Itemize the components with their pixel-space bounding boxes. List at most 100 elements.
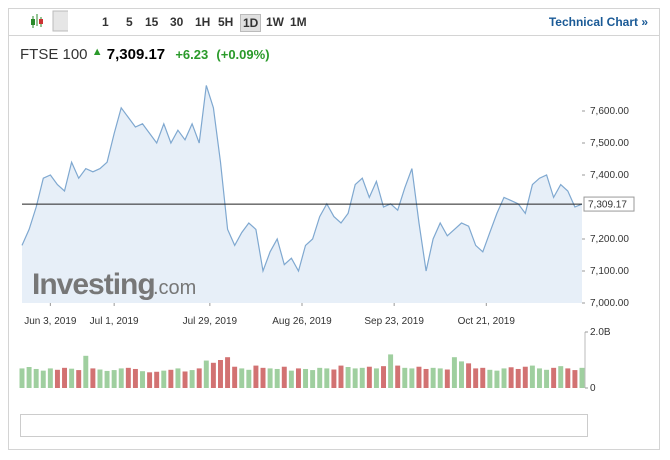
volume-bar [544, 369, 550, 388]
interval-button[interactable]: 15 [145, 15, 159, 29]
x-tick-label: Jul 29, 2019 [183, 316, 238, 327]
volume-bar [132, 368, 138, 388]
toolbar: 1 5 15 30 1H 5H 1D 1W 1M Technical Chart » [8, 8, 660, 36]
volume-bar [423, 368, 429, 388]
volume-bar [487, 369, 493, 388]
volume-bar [118, 368, 124, 388]
price-line [21, 85, 583, 274]
volume-bar [373, 368, 379, 388]
y-tick-label: 7,500.00 [590, 138, 629, 149]
volume-bar [203, 360, 209, 388]
interval-button[interactable]: 1 [102, 15, 109, 29]
volume-bar [444, 369, 450, 388]
volume-bar [529, 365, 535, 388]
volume-bar [295, 368, 301, 388]
change: +6.23 [175, 47, 209, 62]
volume-bar [331, 369, 337, 388]
volume-bar [76, 370, 82, 388]
volume-bar [246, 369, 252, 388]
volume-bar [62, 367, 68, 388]
interval-button[interactable]: 5H [218, 15, 234, 29]
last-price-label: 7,309.17 [588, 200, 627, 211]
volume-bar [267, 368, 273, 388]
volume-bar [168, 369, 174, 388]
volume-bar [536, 368, 542, 388]
volume-bar [508, 367, 514, 388]
volume-bar [274, 368, 280, 388]
range-selector [20, 414, 588, 437]
volume-bar [111, 370, 117, 388]
volume-bar [388, 354, 394, 388]
volume-bar [54, 369, 60, 388]
volume-bar [47, 368, 53, 388]
volume-bar [565, 368, 571, 388]
volume-bar [338, 365, 344, 388]
volume-bar [281, 366, 287, 388]
price: 7,309.17 [106, 46, 166, 63]
volume-bar [466, 363, 472, 388]
technical-chart-link[interactable]: Technical Chart » [548, 15, 648, 29]
volume-bar [288, 370, 294, 388]
volume-bar [33, 368, 39, 388]
volume-bar [381, 366, 386, 388]
volume-bar [104, 370, 110, 388]
y-tick-label: 7,600.00 [590, 106, 629, 117]
volume-bar [451, 357, 457, 388]
volume-bar [40, 370, 46, 388]
quote-header: FTSE 100 ▲ 7,309.17 +6.23 (+0.09%) [20, 46, 270, 63]
y-tick-label: 7,000.00 [590, 298, 629, 309]
volume-bar [218, 360, 223, 388]
volume-bar [395, 365, 401, 388]
volume-bar [359, 367, 365, 388]
volume-bar [175, 368, 181, 388]
volume-bar [437, 368, 443, 388]
interval-button[interactable]: 1D [240, 14, 262, 32]
volume-bar [125, 367, 131, 388]
interval-button[interactable]: 30 [170, 15, 184, 29]
y-tick-label: 7,400.00 [590, 170, 629, 181]
volume-bar [196, 368, 202, 388]
volume-bar [189, 370, 195, 388]
volume-bar [253, 365, 259, 388]
volume-bar [480, 367, 486, 388]
volume-bar [409, 368, 415, 388]
volume-bar [402, 367, 408, 388]
volume-tick-label: 2.0B [590, 327, 611, 338]
volume-bar [515, 368, 521, 388]
volume-bar [161, 370, 167, 388]
frame [8, 8, 660, 450]
x-tick-label: Jul 1, 2019 [90, 316, 139, 327]
volume-bar [558, 366, 564, 388]
volume-bar [303, 368, 309, 388]
interval-button[interactable]: 1M [290, 15, 307, 29]
volume-bar [324, 368, 330, 388]
x-tick-label: Sep 23, 2019 [364, 316, 424, 327]
volume-bar [19, 368, 25, 388]
index-name: FTSE 100 [20, 46, 88, 63]
volume-bar [430, 367, 436, 388]
up-arrow: ▲ [91, 46, 103, 58]
volume-bar [310, 370, 316, 388]
volume-bar [225, 357, 231, 388]
volume-bar [473, 368, 479, 388]
volume-bar [154, 371, 160, 388]
volume-bar [182, 371, 188, 388]
volume-bar [572, 370, 578, 388]
volume-bar [140, 371, 145, 388]
volume-bar [494, 370, 500, 388]
x-tick-label: Jun 3, 2019 [24, 316, 77, 327]
volume-bar [501, 368, 507, 388]
interval-button[interactable]: 1H [195, 15, 211, 29]
volume-bar [366, 366, 372, 388]
change-pct: (+0.09%) [216, 47, 270, 62]
volume-bar [232, 366, 238, 388]
volume-bar [147, 372, 153, 388]
interval-button[interactable]: 1W [266, 15, 284, 29]
volume-bar [26, 367, 32, 388]
volume-bar [416, 366, 422, 388]
interval-button[interactable]: 5 [126, 15, 133, 29]
last-price-box [583, 196, 635, 212]
volume-bar [69, 368, 75, 388]
